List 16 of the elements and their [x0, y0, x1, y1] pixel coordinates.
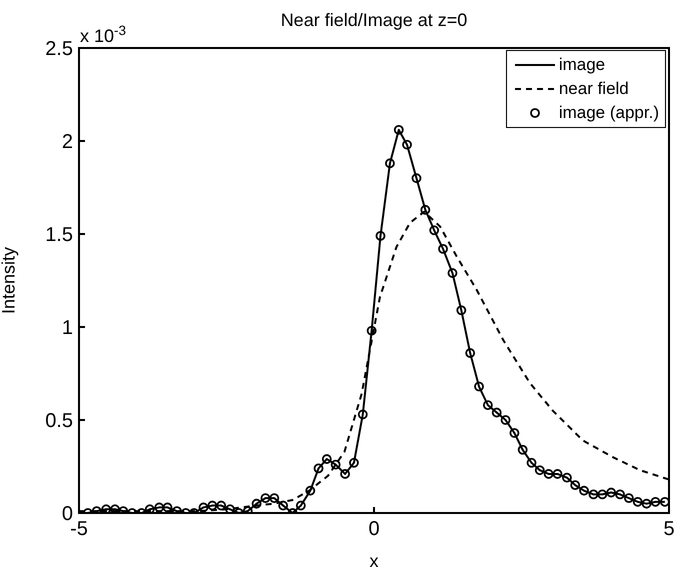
text: x 10$^{-3}$ [80, 22, 126, 46]
y-tick-label: 0.5 [45, 410, 73, 432]
y-axis-title: Intensity [0, 246, 18, 314]
y-tick-label: 2 [62, 131, 73, 154]
y-tick-label: 0 [62, 503, 73, 526]
y-tick-label: 1 [62, 317, 73, 340]
y-tick-label: 1.5 [45, 224, 73, 246]
x-tick-label: -5 [70, 518, 88, 540]
legend-label: image (appr.) [558, 103, 659, 123]
legend-label: image [558, 55, 606, 75]
x-tick-label: 5 [663, 518, 674, 540]
legend-label: near field [558, 79, 629, 99]
y-tick-label: 2.5 [45, 38, 73, 60]
chart-title: Near field/Image at z=0 [280, 10, 468, 30]
x-axis-title: x [370, 551, 378, 567]
x-tick-label: 0 [368, 518, 380, 540]
